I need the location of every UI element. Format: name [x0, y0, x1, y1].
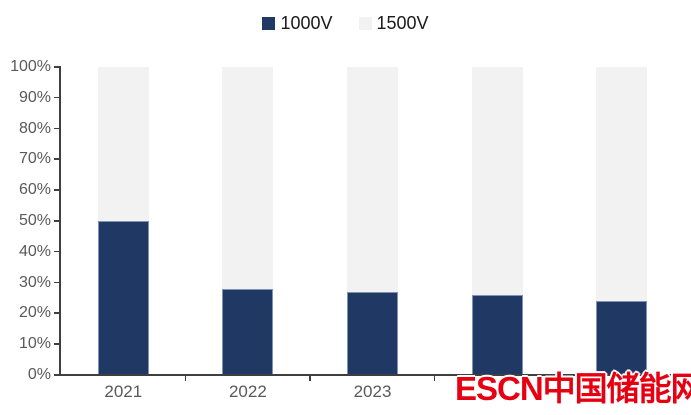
- legend-swatch: [358, 16, 372, 30]
- bar-segment-1500V: [222, 67, 274, 289]
- x-axis-line: [59, 373, 684, 376]
- y-axis-tick-label: 90%: [18, 88, 51, 106]
- y-axis-tick-label: 80%: [18, 119, 51, 137]
- y-axis-tick-mark: [54, 220, 60, 222]
- bar-segment-1000V: [471, 294, 523, 375]
- bar-segment-1500V: [471, 67, 523, 295]
- y-axis-tick-mark: [54, 250, 60, 253]
- y-axis-tick-label: 20%: [18, 304, 51, 322]
- x-axis-tick-mark: [433, 375, 436, 381]
- legend-label: 1000V: [280, 13, 333, 33]
- x-axis-tick-mark: [309, 375, 311, 381]
- bar-segment-1000V: [222, 288, 274, 375]
- y-axis-tick-label: 0%: [27, 366, 51, 383]
- y-axis-tick-mark: [54, 281, 60, 284]
- watermark-escn-logo: ESCN中国储能网: [455, 370, 691, 407]
- y-axis-tick-mark: [54, 374, 60, 376]
- y-axis-tick-mark: [54, 189, 60, 191]
- y-axis-tick-mark: [54, 158, 60, 160]
- bar-segment-1500V: [97, 67, 149, 221]
- y-axis-tick-label: 10%: [18, 335, 51, 353]
- y-axis-tick-mark: [54, 66, 60, 68]
- x-axis-tick-label: 2023: [353, 382, 392, 401]
- legend: 1000V 1500V: [0, 10, 691, 36]
- y-axis-tick-mark: [54, 343, 60, 345]
- legend-item: 1500V: [358, 13, 429, 33]
- legend-label: 1500V: [376, 13, 429, 33]
- y-axis-tick-label: 60%: [18, 181, 51, 199]
- x-axis-tick-mark: [683, 375, 685, 381]
- y-axis-tick-mark: [54, 127, 60, 130]
- y-axis-tick-label: 30%: [18, 273, 51, 291]
- bar-segment-1000V: [347, 291, 398, 375]
- y-axis-tick-mark: [54, 312, 60, 314]
- legend-swatch: [262, 16, 276, 30]
- y-axis-tick-mark: [54, 96, 60, 99]
- bar-segment-1500V: [596, 67, 648, 302]
- x-axis-tick-label: 2021: [104, 382, 143, 401]
- y-axis-tick-label: 70%: [18, 150, 51, 168]
- x-axis-tick-mark: [558, 375, 560, 381]
- y-axis-tick-label: 50%: [18, 212, 51, 229]
- y-axis-tick-label: 100%: [10, 58, 51, 75]
- x-axis-tick-mark: [184, 375, 187, 381]
- bar-segment-1500V: [347, 67, 398, 292]
- y-axis-line: [59, 66, 61, 376]
- y-axis-tick-label: 40%: [18, 242, 51, 260]
- x-axis-tick-label: 2022: [228, 382, 267, 401]
- bar-segment-1000V: [97, 221, 149, 375]
- bar-segment-1000V: [596, 301, 648, 375]
- legend-item: 1000V: [262, 13, 333, 33]
